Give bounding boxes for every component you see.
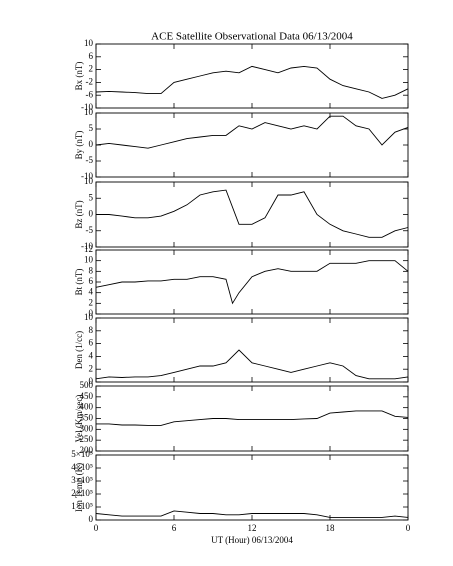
y-tick-label: 4 <box>89 350 94 360</box>
data-line <box>95 349 409 380</box>
y-tick-label: 0 <box>89 308 94 318</box>
y-tick-label: -6 <box>86 89 94 99</box>
y-axis-label: Bx (nT) <box>74 62 84 91</box>
y-tick-label: -10 <box>81 102 93 112</box>
y-tick-label: 4 <box>89 287 94 297</box>
y-tick-label: -2 <box>86 76 94 86</box>
y-tick-label: 0 <box>89 514 94 524</box>
y-tick-label: 6 <box>89 338 94 348</box>
y-tick-label: 2 <box>89 64 94 74</box>
y-tick-label: 5 <box>89 123 94 133</box>
y-tick-label: 250 <box>80 434 94 444</box>
panel-frame <box>95 181 409 248</box>
x-tick-label: 6 <box>172 523 177 533</box>
data-line <box>95 115 409 149</box>
panel-frame <box>95 43 409 109</box>
data-line <box>95 65 409 99</box>
y-tick-label: 3×10⁵ <box>71 475 93 485</box>
panel-frame <box>95 112 409 178</box>
data-line <box>96 189 409 238</box>
y-tick-label: 10 <box>84 107 94 117</box>
data-line <box>96 410 409 426</box>
y-tick-label: -10 <box>81 241 93 251</box>
y-axis-label: Den (1/cc) <box>74 331 84 369</box>
y-tick-label: 2 <box>89 297 94 307</box>
y-tick-label: 12 <box>84 244 93 254</box>
y-tick-label: 8 <box>89 325 94 335</box>
y-tick-label: -5 <box>86 155 94 165</box>
panel-frame <box>95 454 409 521</box>
y-tick-label: 1×10⁵ <box>71 501 93 511</box>
x-tick-label: 12 <box>248 523 257 533</box>
y-tick-label: 300 <box>80 423 94 433</box>
y-tick-label: 2×10⁵ <box>71 488 93 498</box>
y-tick-label: 6 <box>89 276 94 286</box>
y-axis-label: Vel (Km/sec) <box>74 395 84 443</box>
y-tick-label: 200 <box>80 445 94 455</box>
y-axis-label: Bt (nT) <box>74 269 84 296</box>
x-axis-label: UT (Hour) 06/13/2004 <box>211 535 293 545</box>
y-axis-label: Bz (nT) <box>74 200 84 228</box>
data-line <box>95 510 409 518</box>
y-tick-label: 4×10⁵ <box>71 462 93 472</box>
y-tick-label: 2 <box>89 363 94 373</box>
y-tick-label: 350 <box>80 413 94 423</box>
y-tick-label: 0 <box>89 376 94 386</box>
chart-title: ACE Satellite Observational Data 06/13/2… <box>151 31 353 43</box>
y-tick-label: 5 <box>89 192 94 202</box>
y-tick-label: 10 <box>84 255 94 265</box>
data-line <box>95 260 409 305</box>
y-axis-label: Ion Temp (K) <box>74 463 84 512</box>
x-tick-label: 18 <box>326 523 336 533</box>
y-tick-label: -10 <box>81 171 93 181</box>
x-tick-label: 0 <box>94 523 99 533</box>
panel-frame <box>95 249 409 315</box>
y-tick-label: -5 <box>86 225 94 235</box>
panel-frame <box>95 317 409 383</box>
y-tick-label: 10 <box>84 312 94 322</box>
y-tick-label: 500 <box>80 380 94 390</box>
y-axis-label: By (nT) <box>74 131 84 160</box>
y-tick-label: 10 <box>84 38 94 48</box>
y-tick-label: 400 <box>80 402 94 412</box>
y-tick-label: 0 <box>89 209 94 219</box>
y-tick-label: 450 <box>80 391 94 401</box>
x-tick-label: 0 <box>406 523 411 533</box>
y-tick-label: 0 <box>89 139 94 149</box>
y-tick-label: 8 <box>89 265 94 275</box>
y-tick-label: 6 <box>89 51 94 61</box>
y-tick-label: 10 <box>84 176 94 186</box>
y-tick-label: 5×10⁵ <box>71 449 93 459</box>
panel-frame <box>95 385 409 452</box>
